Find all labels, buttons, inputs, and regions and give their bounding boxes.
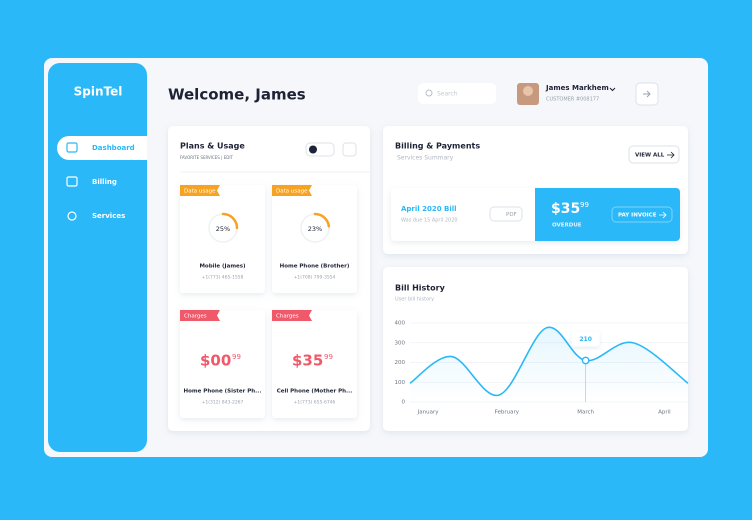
amount: $00 bbox=[200, 352, 231, 370]
sidebar bbox=[48, 63, 147, 452]
plan-card[interactable] bbox=[272, 310, 357, 418]
card-title: Billing & Payments bbox=[395, 142, 480, 151]
service-phone: +1(312) 843-2267 bbox=[202, 400, 244, 406]
tooltip bbox=[571, 331, 600, 347]
gauge-arc bbox=[207, 212, 239, 244]
gauge-arc bbox=[299, 212, 331, 244]
user-id: CUSTOMER #008177 bbox=[546, 97, 599, 103]
bill-status: OVERDUE bbox=[552, 223, 582, 229]
service-phone: +1(773) 465-1558 bbox=[202, 275, 244, 281]
card-subtitle: Services Summary bbox=[397, 155, 454, 162]
plan-card[interactable] bbox=[272, 185, 357, 293]
service-name: Home Phone (Brother) bbox=[280, 264, 350, 270]
x-tick-label: April bbox=[658, 410, 671, 416]
search-placeholder: Search bbox=[437, 91, 458, 98]
icon bbox=[66, 142, 78, 153]
service-phone: +1(773) 655-6746 bbox=[294, 400, 336, 406]
view-all[interactable] bbox=[628, 145, 680, 164]
icon bbox=[659, 211, 667, 219]
service-name: Home Phone (Sister Ph... bbox=[184, 389, 262, 395]
usage-label: 23% bbox=[308, 225, 322, 233]
plan-card[interactable] bbox=[180, 310, 265, 418]
bill-cents: 99 bbox=[580, 201, 589, 209]
service-name: Cell Phone (Mother Ph... bbox=[277, 389, 353, 395]
chevron[interactable] bbox=[609, 87, 616, 92]
chart-subtitle: User bill history bbox=[395, 297, 434, 303]
bill-amount-panel bbox=[535, 188, 680, 241]
pay-button[interactable] bbox=[611, 206, 673, 223]
nav-active bbox=[57, 136, 147, 160]
cents: 99 bbox=[324, 353, 333, 361]
service-name: Mobile (James) bbox=[199, 264, 246, 270]
card-title: Plans & Usage bbox=[180, 142, 245, 151]
bill-due: Was due 15 April 2020 bbox=[401, 218, 458, 224]
point bbox=[581, 356, 590, 365]
nav-item[interactable]: Dashboard bbox=[92, 144, 135, 152]
tag bbox=[180, 310, 220, 321]
chart-title: Bill History bbox=[395, 284, 446, 293]
y-tick-label: 0 bbox=[402, 400, 406, 406]
avatar-face bbox=[523, 86, 533, 96]
icon bbox=[309, 145, 317, 154]
button-label: PDF bbox=[506, 212, 517, 218]
card-subtitle[interactable]: FAVORITE SERVICES | EDIT bbox=[180, 155, 234, 160]
button-label: PAY INVOICE bbox=[618, 213, 657, 219]
search[interactable] bbox=[418, 83, 496, 104]
y-tick-label: 400 bbox=[395, 321, 406, 327]
icon bbox=[67, 211, 77, 221]
tag bbox=[272, 185, 312, 196]
pdf-button[interactable] bbox=[489, 206, 523, 222]
page-title: Welcome, James bbox=[168, 86, 306, 104]
tag-label: Charges bbox=[276, 314, 299, 320]
nav-item[interactable]: Services bbox=[92, 212, 125, 220]
usage-label: 25% bbox=[216, 225, 230, 233]
user-name: James Markhem bbox=[545, 84, 609, 92]
nav-item[interactable]: Billing bbox=[92, 178, 117, 186]
icon bbox=[66, 176, 78, 187]
x-tick-label: February bbox=[495, 410, 520, 416]
tag-label: Data usage bbox=[276, 189, 308, 195]
y-tick-label: 200 bbox=[395, 360, 406, 366]
tag bbox=[180, 185, 220, 196]
y-tick-label: 100 bbox=[395, 380, 406, 386]
line bbox=[409, 326, 689, 396]
icon bbox=[643, 90, 651, 98]
tag-label: Data usage bbox=[184, 189, 216, 195]
brand: SpinTel bbox=[74, 85, 123, 99]
close[interactable] bbox=[342, 142, 357, 157]
tooltip-label: 210 bbox=[579, 336, 592, 343]
cents: 99 bbox=[232, 353, 241, 361]
tag-label: Charges bbox=[184, 314, 207, 320]
plan-cards: Data usage 25% Mobile (James) +1(773) 465-1… bbox=[180, 185, 357, 418]
chart: 0 100 200 300 400 January February March April 21… bbox=[395, 321, 689, 416]
service-phone: +1(708) 799-3554 bbox=[294, 275, 336, 281]
icon bbox=[425, 89, 433, 97]
tag bbox=[272, 310, 312, 321]
bill-title: April 2020 Bill bbox=[401, 205, 457, 213]
icon bbox=[667, 151, 675, 159]
amount: $35 bbox=[292, 352, 323, 370]
x-tick-label: January bbox=[417, 410, 440, 416]
bill-amount: $35 bbox=[551, 201, 580, 217]
y-tick-label: 300 bbox=[395, 340, 406, 346]
button-label: VIEW ALL bbox=[635, 153, 665, 159]
area bbox=[410, 327, 688, 402]
plan-card[interactable] bbox=[180, 185, 265, 293]
x-tick-label: March bbox=[577, 410, 594, 416]
